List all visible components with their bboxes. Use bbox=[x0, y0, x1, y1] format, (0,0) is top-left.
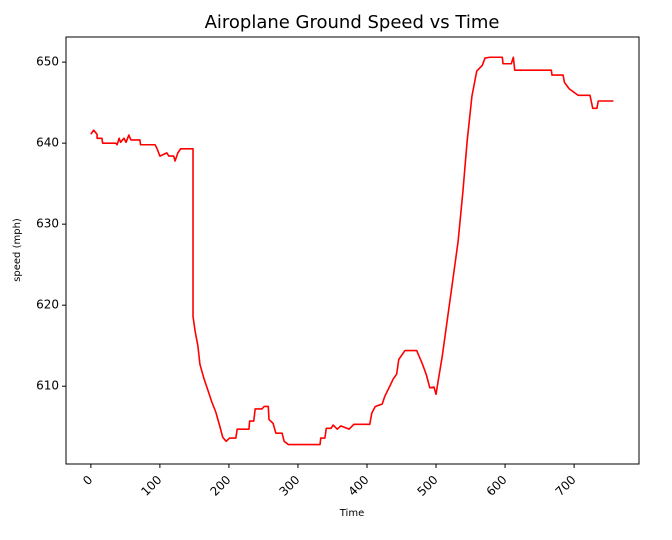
y-tick-label: 620 bbox=[36, 298, 59, 312]
axes-frame bbox=[65, 36, 640, 465]
y-tick-label: 640 bbox=[36, 136, 59, 150]
y-tick-label: 650 bbox=[36, 55, 59, 69]
y-axis-label: speed (mph) bbox=[12, 218, 23, 282]
x-axis-label: Time bbox=[339, 508, 364, 519]
y-tick-label: 630 bbox=[36, 217, 59, 231]
chart-title: Airoplane Ground Speed vs Time bbox=[205, 12, 500, 33]
y-tick-label: 610 bbox=[36, 379, 59, 393]
data-line bbox=[90, 56, 614, 446]
